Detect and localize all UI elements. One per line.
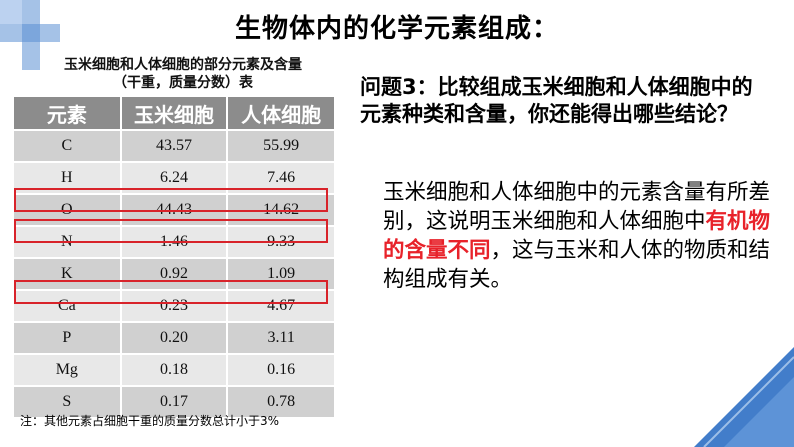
answer-part2: ，这与玉米和人体的物质和结构组成有关。 <box>383 238 771 292</box>
header-human-cell: 人体细胞 <box>227 97 334 130</box>
header-corn-cell: 玉米细胞 <box>120 97 229 130</box>
highlight-box-calcium <box>14 280 328 304</box>
corn-value-cell: 0.92 <box>120 257 229 290</box>
header-element: 元素 <box>14 97 122 130</box>
corner-decoration-icon <box>694 347 794 447</box>
table-caption-line1: 玉米细胞和人体细胞的部分元素及含量 <box>64 57 302 73</box>
human-value-cell: 55.99 <box>227 129 334 162</box>
element-cell: K <box>14 257 122 290</box>
element-cell: S <box>14 385 122 417</box>
highlight-box-nitrogen <box>14 219 328 243</box>
element-cell: P <box>14 321 122 354</box>
human-value-cell: 0.16 <box>227 353 334 386</box>
answer-text: 玉米细胞和人体细胞中的元素含量有所差别，这说明玉米细胞和人体细胞中有机物的含量不… <box>383 178 778 294</box>
element-content-table: 元素 玉米细胞 人体细胞 C 43.57 55.99 H 6.24 7.46 O… <box>14 97 334 417</box>
table-header-row: 元素 玉米细胞 人体细胞 <box>14 97 334 130</box>
corn-value-cell: 43.57 <box>120 129 229 162</box>
element-table: 元素 玉米细胞 人体细胞 C 43.57 55.99 H 6.24 7.46 O… <box>14 97 334 417</box>
table-caption-line2: （干重，质量分数）表 <box>113 75 253 91</box>
table-footnote: 注：其他元素占细胞干重的质量分数总计小于3% <box>20 414 280 428</box>
corn-value-cell: 0.18 <box>120 353 229 386</box>
corn-value-cell: 0.20 <box>120 321 229 354</box>
table-caption: 玉米细胞和人体细胞的部分元素及含量 （干重，质量分数）表 <box>14 56 352 92</box>
slide-title: 生物体内的化学元素组成： <box>234 14 559 44</box>
table-row: Mg 0.18 0.16 <box>14 353 334 386</box>
question-text: 问题3：比较组成玉米细胞和人体细胞中的元素种类和含量，你还能得出哪些结论？ <box>360 75 753 126</box>
table-row: Ca 0.23 4.67 <box>14 289 334 322</box>
human-value-cell: 1.09 <box>227 257 334 290</box>
highlight-box-oxygen <box>14 188 328 212</box>
element-cell: Ca <box>14 289 122 322</box>
human-value-cell: 0.78 <box>227 385 334 417</box>
table-row: P 0.20 3.11 <box>14 321 334 354</box>
table-row: K 0.92 1.09 <box>14 257 334 290</box>
human-value-cell: 3.11 <box>227 321 334 354</box>
answer-emphasis: 有机物的含量不同 <box>383 209 771 263</box>
element-cell: C <box>14 129 122 162</box>
table-row: S 0.17 0.78 <box>14 385 334 417</box>
human-value-cell: 4.67 <box>227 289 334 322</box>
answer-part1: 玉米细胞和人体细胞中的元素含量有所差别，这说明玉米细胞和人体细胞中 <box>383 180 771 234</box>
element-cell: Mg <box>14 353 122 386</box>
blue-plus-icon <box>0 0 60 70</box>
corn-value-cell: 0.17 <box>120 385 229 417</box>
corn-value-cell: 0.23 <box>120 289 229 322</box>
table-row: C 43.57 55.99 <box>14 129 334 162</box>
